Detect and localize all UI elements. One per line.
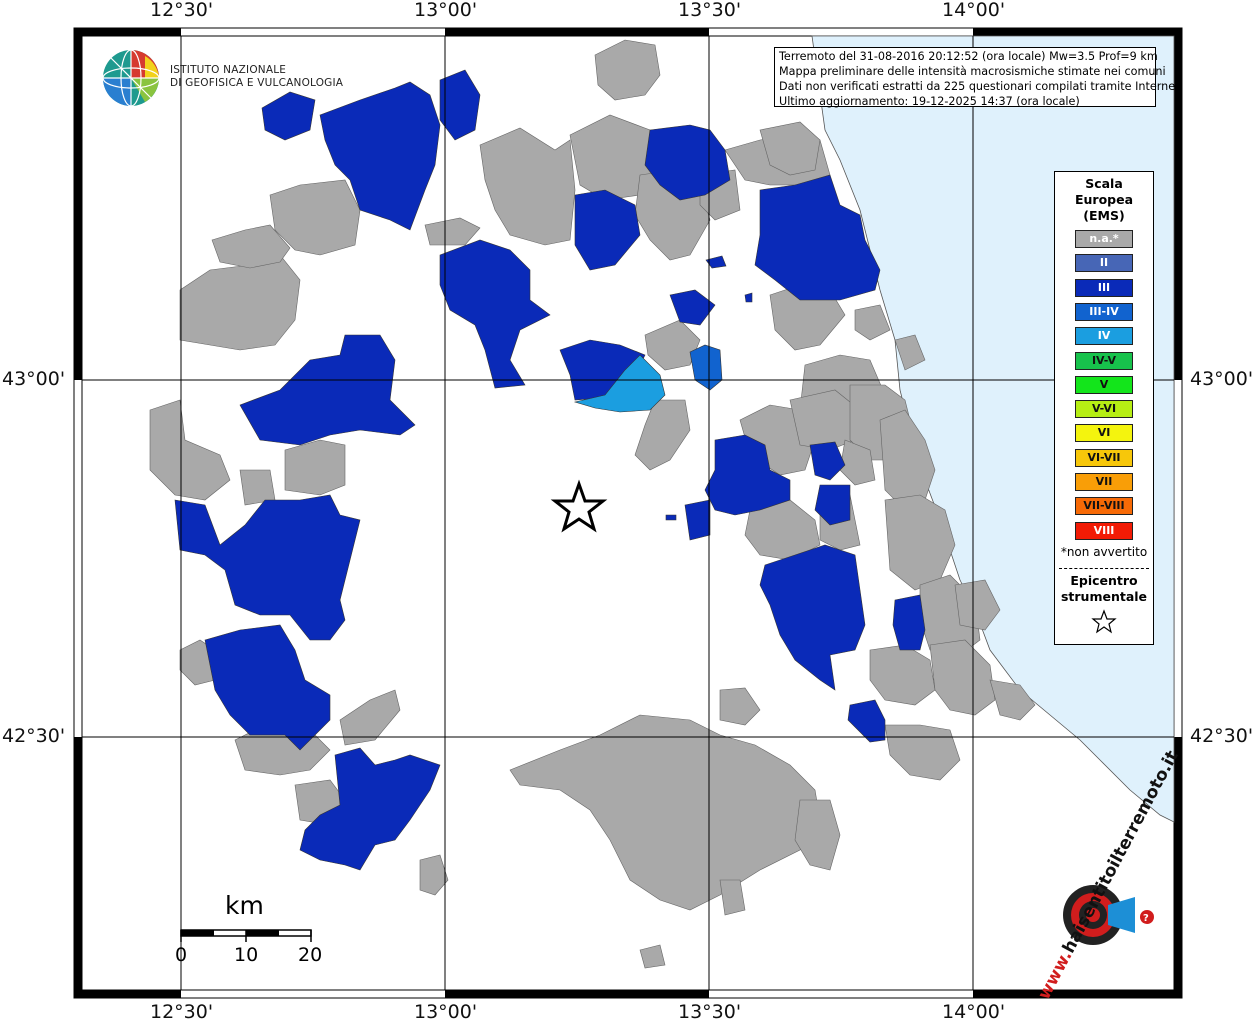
legend-item: n.a.* xyxy=(1075,230,1133,248)
legend-epicenter-line2: strumentale xyxy=(1060,589,1148,604)
legend-item: VI-VII xyxy=(1075,448,1133,467)
legend-title: Scala Europea (EMS) xyxy=(1055,176,1153,224)
legend-item: II xyxy=(1075,254,1133,273)
ingv-logo-icon xyxy=(102,49,160,107)
lon-label-bottom-1230: 12°30' xyxy=(150,1001,214,1023)
legend-separator xyxy=(1059,568,1149,569)
legend-star-icon xyxy=(1091,609,1117,634)
legend-item: V-VI xyxy=(1075,400,1133,419)
event-info-line4: Ultimo aggiornamento: 19-12-2025 14:37 (… xyxy=(779,95,1080,108)
scale-bar-title: km xyxy=(225,891,264,920)
municipalities-iii xyxy=(174,69,926,871)
legend-item: III-IV xyxy=(1075,302,1133,321)
legend-item: V xyxy=(1075,375,1133,394)
legend-epicenter-line1: Epicentro xyxy=(1070,573,1138,588)
svg-text:?: ? xyxy=(1143,913,1149,924)
grid-lines xyxy=(82,36,1174,990)
epicenter-star-icon xyxy=(550,479,608,533)
lon-label-top-1330: 13°30' xyxy=(678,0,742,21)
event-info-line3: Dati non verificati estratti da 225 ques… xyxy=(779,80,1184,93)
map-frame xyxy=(73,27,1183,999)
lon-label-bottom-1330: 13°30' xyxy=(678,1001,742,1023)
legend-item: VII-VIII xyxy=(1075,497,1133,516)
scale-bar xyxy=(180,929,312,942)
legend-note: *non avvertito xyxy=(1060,545,1148,559)
lon-label-bottom-1400: 14°00' xyxy=(942,1001,1006,1023)
legend-title-line1: Scala xyxy=(1085,176,1123,191)
legend-epicenter-label: Epicentro strumentale xyxy=(1055,573,1153,605)
event-info-line1: Terremoto del 31-08-2016 20:12:52 (ora l… xyxy=(779,50,1158,63)
scale-tick-20: 20 xyxy=(298,944,323,966)
ingv-logo-line1: ISTITUTO NAZIONALE xyxy=(170,64,287,76)
lat-label-left-4230: 42°30' xyxy=(2,725,66,747)
legend-title-line3: (EMS) xyxy=(1083,208,1125,223)
haisentito-logo-icon: ? xyxy=(1063,885,1154,945)
lon-label-bottom-1300: 13°00' xyxy=(414,1001,478,1023)
lat-label-right-4230: 42°30' xyxy=(1190,725,1254,747)
legend-item: VI xyxy=(1075,424,1133,443)
legend-item: VIII xyxy=(1075,521,1133,540)
ingv-logo-text: ISTITUTO NAZIONALE DI GEOFISICA E VULCAN… xyxy=(170,64,343,90)
lon-label-top-1230: 12°30' xyxy=(150,0,214,21)
lon-label-top-1300: 13°00' xyxy=(414,0,478,21)
event-info-line2: Mappa preliminare delle intensità macros… xyxy=(779,65,1166,78)
legend-item: IV xyxy=(1075,327,1133,346)
event-info-box: Terremoto del 31-08-2016 20:12:52 (ora l… xyxy=(774,47,1184,108)
lat-label-left-4300: 43°00' xyxy=(2,368,66,390)
legend-title-line2: Europea xyxy=(1074,192,1134,207)
lon-label-top-1400: 14°00' xyxy=(942,0,1006,21)
scale-tick-0: 0 xyxy=(175,944,188,966)
legend-item: III xyxy=(1075,278,1133,297)
municipalities-na xyxy=(149,39,1036,969)
lat-label-right-4300: 43°00' xyxy=(1190,368,1254,390)
legend-item: VII xyxy=(1075,473,1133,491)
ingv-logo-line2: DI GEOFISICA E VULCANOLOGIA xyxy=(170,77,344,89)
scale-tick-10: 10 xyxy=(234,944,259,966)
ems-legend: Scala Europea (EMS) n.a.* II III III-IV IV IV… xyxy=(1054,171,1154,645)
municipalities-iii-iv xyxy=(689,344,723,391)
municipalities-iv xyxy=(573,354,666,413)
legend-item: IV-V xyxy=(1075,351,1133,370)
